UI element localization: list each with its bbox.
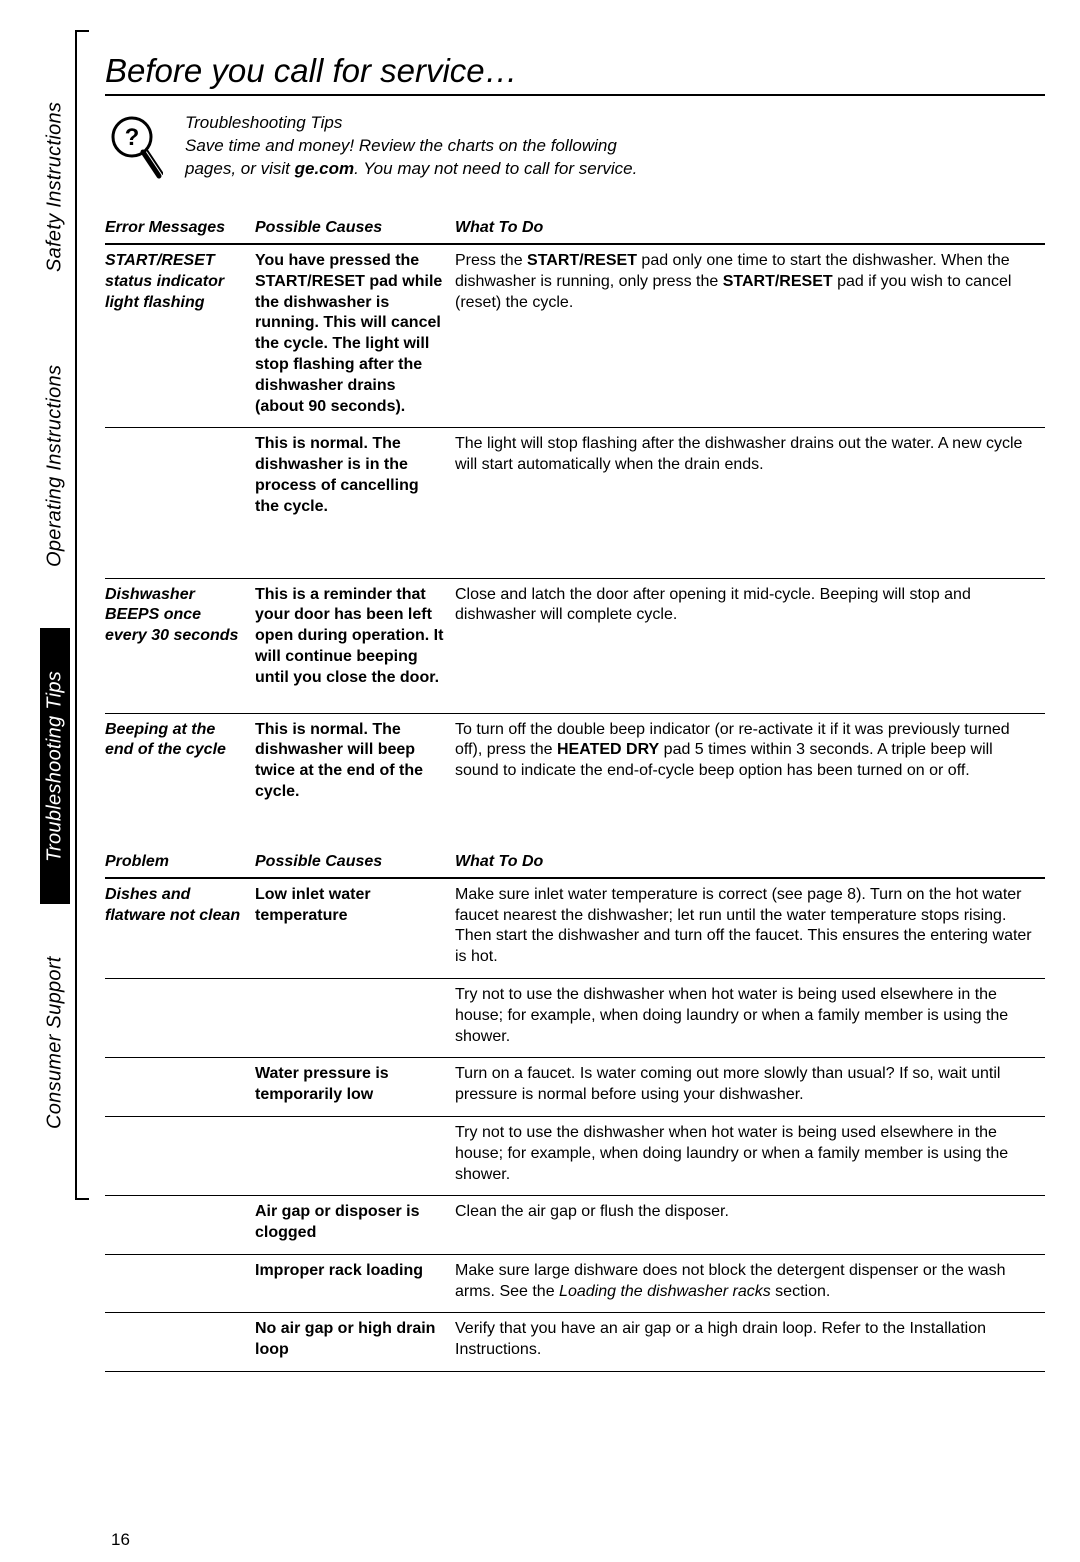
sol-part-bold: START/RESET — [527, 252, 637, 269]
sol-part-bold: HEATED DRY — [557, 741, 659, 758]
solution-text: Turn on a faucet. Is water coming out mo… — [455, 1058, 1045, 1117]
cause-text — [255, 978, 455, 1057]
err-label: Dishwasher BEEPS once every 30 seconds — [105, 578, 255, 713]
solution-text: Clean the air gap or flush the disposer. — [455, 1196, 1045, 1255]
problem-label — [105, 1254, 255, 1313]
tab-troubleshooting: Troubleshooting Tips — [40, 628, 70, 904]
main-content: Before you call for service… ? Troublesh… — [105, 52, 1045, 1562]
intro-heading: Troubleshooting Tips — [185, 112, 637, 135]
page-number: 16 — [111, 1530, 1051, 1550]
solution-text: Close and latch the door after opening i… — [455, 578, 1045, 713]
problem-label — [105, 1058, 255, 1117]
problem-table: Problem Possible Causes What To Do Dishe… — [105, 847, 1045, 1372]
intro-site: ge.com — [295, 159, 355, 178]
cause-part-bold: START/RESET — [255, 273, 365, 290]
err-label — [105, 428, 255, 578]
problem-label — [105, 1116, 255, 1195]
solution-text: Try not to use the dishwasher when hot w… — [455, 978, 1045, 1057]
solution-text: To turn off the double beep indicator (o… — [455, 713, 1045, 813]
page-border — [75, 30, 89, 1200]
intro-line2-a: pages, or visit — [185, 159, 295, 178]
cause-part: You have pressed the — [255, 252, 419, 269]
cause-text: This is a reminder that your door has be… — [255, 578, 455, 713]
spacer — [105, 813, 1045, 847]
problem-label — [105, 1313, 255, 1372]
solution-text: Make sure large dishware does not block … — [455, 1254, 1045, 1313]
page-title: Before you call for service… — [105, 52, 1045, 96]
problem-label — [105, 1196, 255, 1255]
intro-line2: pages, or visit ge.com. You may not need… — [185, 158, 637, 181]
cause-part: pad while the dishwasher is running. Thi… — [255, 273, 442, 415]
sol-part-bold: START/RESET — [723, 273, 833, 290]
sol-part: Press the — [455, 252, 527, 269]
th-cause: Possible Causes — [255, 213, 455, 244]
solution-text: The light will stop flashing after the d… — [455, 428, 1045, 578]
cause-text: You have pressed the START/RESET pad whi… — [255, 244, 455, 428]
cause-text: No air gap or high drain loop — [255, 1313, 455, 1372]
tab-safety: Safety Instructions — [40, 70, 70, 304]
cause-text: Air gap or disposer is clogged — [255, 1196, 455, 1255]
problem-label: Dishes and flatware not clean — [105, 878, 255, 979]
intro-text: Troubleshooting Tips Save time and money… — [185, 112, 637, 181]
cause-text — [255, 1116, 455, 1195]
side-tabs: Safety Instructions Operating Instructio… — [40, 70, 70, 1182]
th-todo2: What To Do — [455, 847, 1045, 878]
sol-part-italic: Loading the dishwasher racks — [559, 1283, 771, 1300]
th-todo: What To Do — [455, 213, 1045, 244]
cause-text: Low inlet water temperature — [255, 878, 455, 979]
tab-operating: Operating Instructions — [40, 318, 70, 614]
sol-part: section. — [771, 1283, 831, 1300]
err-label: Beeping at the end of the cycle — [105, 713, 255, 813]
th-error: Error Messages — [105, 213, 255, 244]
cause-text: This is normal. The dishwasher will beep… — [255, 713, 455, 813]
cause-text: Improper rack loading — [255, 1254, 455, 1313]
solution-text: Press the START/RESET pad only one time … — [455, 244, 1045, 428]
problem-label — [105, 978, 255, 1057]
magnifier-question-icon: ? — [105, 112, 165, 187]
error-messages-table: Error Messages Possible Causes What To D… — [105, 213, 1045, 813]
tab-consumer: Consumer Support — [40, 918, 70, 1168]
cause-text: Water pressure is temporarily low — [255, 1058, 455, 1117]
svg-text:?: ? — [125, 124, 140, 151]
intro-line2-c: . You may not need to call for service. — [354, 159, 637, 178]
intro-block: ? Troubleshooting Tips Save time and mon… — [105, 112, 1045, 187]
err-label: START/RESET status indicator light flash… — [105, 244, 255, 428]
th-cause2: Possible Causes — [255, 847, 455, 878]
solution-text: Try not to use the dishwasher when hot w… — [455, 1116, 1045, 1195]
cause-text: This is normal. The dishwasher is in the… — [255, 428, 455, 578]
solution-text: Make sure inlet water temperature is cor… — [455, 878, 1045, 979]
intro-line1: Save time and money! Review the charts o… — [185, 135, 637, 158]
solution-text: Verify that you have an air gap or a hig… — [455, 1313, 1045, 1372]
th-problem: Problem — [105, 847, 255, 878]
